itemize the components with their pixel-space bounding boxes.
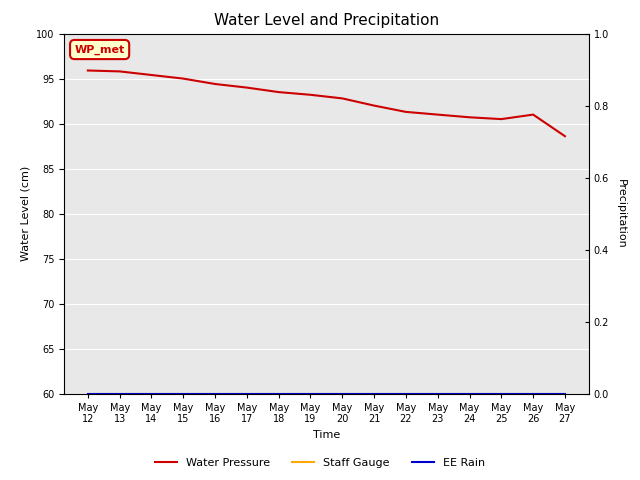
- EE Rain: [371, 391, 378, 396]
- Staff Gauge: [275, 391, 282, 396]
- Staff Gauge: [243, 391, 251, 396]
- Water Pressure: [84, 68, 92, 73]
- Line: Water Pressure: Water Pressure: [88, 71, 565, 136]
- Water Pressure: [497, 116, 505, 122]
- Title: Water Level and Precipitation: Water Level and Precipitation: [214, 13, 439, 28]
- Water Pressure: [339, 96, 346, 101]
- Water Pressure: [371, 103, 378, 108]
- EE Rain: [434, 391, 442, 396]
- Staff Gauge: [179, 391, 187, 396]
- Staff Gauge: [148, 391, 156, 396]
- Staff Gauge: [211, 391, 219, 396]
- EE Rain: [116, 391, 124, 396]
- EE Rain: [466, 391, 474, 396]
- EE Rain: [561, 391, 569, 396]
- Staff Gauge: [466, 391, 474, 396]
- Staff Gauge: [307, 391, 314, 396]
- Staff Gauge: [434, 391, 442, 396]
- EE Rain: [179, 391, 187, 396]
- X-axis label: Time: Time: [313, 430, 340, 440]
- Staff Gauge: [402, 391, 410, 396]
- EE Rain: [529, 391, 537, 396]
- Y-axis label: Precipitation: Precipitation: [616, 179, 626, 249]
- Water Pressure: [116, 69, 124, 74]
- Y-axis label: Water Level (cm): Water Level (cm): [20, 166, 30, 261]
- Water Pressure: [243, 84, 251, 90]
- Staff Gauge: [84, 391, 92, 396]
- EE Rain: [148, 391, 156, 396]
- Legend: Water Pressure, Staff Gauge, EE Rain: Water Pressure, Staff Gauge, EE Rain: [150, 453, 490, 472]
- Water Pressure: [561, 133, 569, 139]
- EE Rain: [402, 391, 410, 396]
- Water Pressure: [434, 112, 442, 118]
- Water Pressure: [148, 72, 156, 78]
- Staff Gauge: [561, 391, 569, 396]
- Text: WP_met: WP_met: [74, 44, 125, 55]
- EE Rain: [275, 391, 282, 396]
- EE Rain: [84, 391, 92, 396]
- Staff Gauge: [371, 391, 378, 396]
- EE Rain: [243, 391, 251, 396]
- Water Pressure: [529, 112, 537, 118]
- EE Rain: [339, 391, 346, 396]
- Water Pressure: [179, 76, 187, 82]
- Water Pressure: [307, 92, 314, 97]
- Staff Gauge: [116, 391, 124, 396]
- Water Pressure: [402, 109, 410, 115]
- Staff Gauge: [497, 391, 505, 396]
- Water Pressure: [466, 114, 474, 120]
- EE Rain: [211, 391, 219, 396]
- Water Pressure: [275, 89, 282, 95]
- Water Pressure: [211, 81, 219, 87]
- Staff Gauge: [339, 391, 346, 396]
- Staff Gauge: [529, 391, 537, 396]
- EE Rain: [497, 391, 505, 396]
- EE Rain: [307, 391, 314, 396]
